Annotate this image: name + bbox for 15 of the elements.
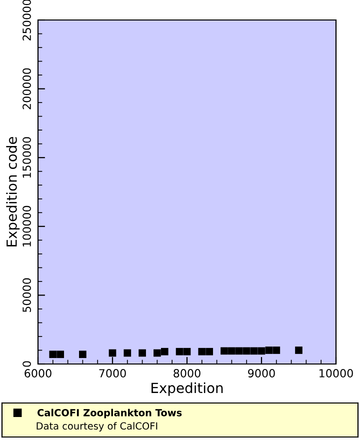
- x-tick-label: 9000: [248, 369, 275, 378]
- y-tick-label: 0: [22, 361, 31, 367]
- x-tick-label: 10000: [320, 369, 353, 378]
- x-axis-title: Expedition: [152, 382, 223, 396]
- legend-label: CalCOFI Zooplankton Tows: [37, 408, 182, 418]
- y-axis-title: Expedition code: [6, 136, 20, 246]
- y-tick-label: 150000: [22, 137, 31, 178]
- y-tick-label: 250000: [22, 0, 31, 40]
- x-tick-label: 8000: [174, 369, 200, 378]
- y-tick-label: 100000: [22, 206, 31, 246]
- y-tick-label: 50000: [22, 278, 31, 312]
- x-tick-label: 7000: [99, 369, 126, 378]
- text: Data courtesy of CalCOFI: [36, 422, 158, 432]
- x-tick-label: 6000: [24, 369, 52, 378]
- y-tick-label: 200000: [22, 68, 31, 110]
